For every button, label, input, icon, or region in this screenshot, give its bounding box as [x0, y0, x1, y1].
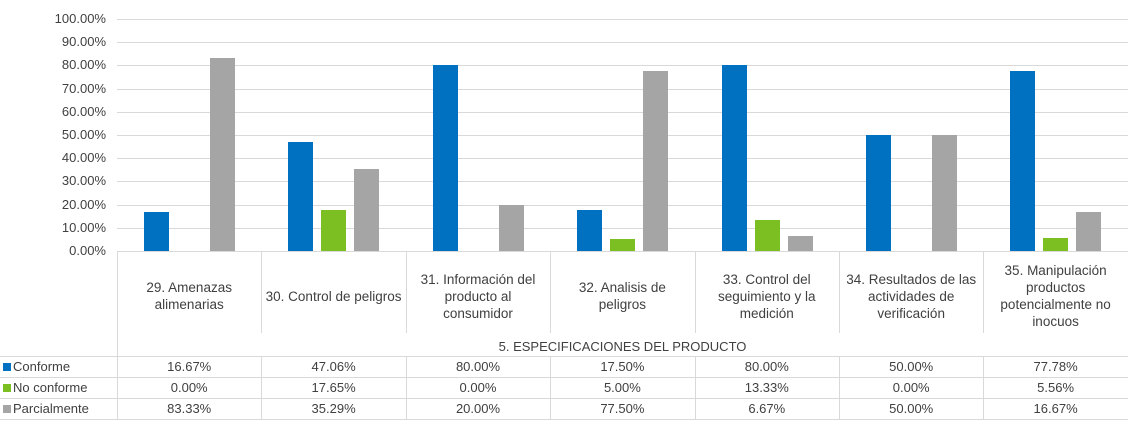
table-value: 35.29%	[311, 401, 356, 416]
y-tick-label: 20.00%	[61, 196, 106, 212]
group-label: 5. ESPECIFICACIONES DEL PRODUCTO	[498, 339, 747, 354]
x-tick-label: 35. Manipulación productos potencialment…	[1000, 263, 1111, 329]
bar	[610, 239, 636, 251]
separator	[261, 356, 262, 419]
legend-label: Conforme	[13, 359, 71, 374]
bar	[1076, 212, 1102, 251]
bar	[754, 220, 780, 251]
table-value: 77.78%	[1033, 359, 1078, 374]
table-value: 0.00%	[892, 380, 930, 395]
grid-line	[117, 65, 1128, 67]
table-value: 83.33%	[167, 401, 212, 416]
table-line	[0, 356, 1128, 357]
separator	[839, 356, 840, 419]
separator	[983, 356, 984, 419]
x-tick-label: 29. Amenazas alimenarias	[146, 280, 232, 312]
bar	[787, 235, 813, 251]
table-value: 50.00%	[889, 359, 934, 374]
bar	[866, 135, 891, 251]
separator	[406, 356, 407, 419]
bar	[577, 210, 603, 251]
table-value: 16.67%	[1033, 401, 1078, 416]
table-value: 0.00%	[459, 380, 497, 395]
x-tick-label: 32. Analisis de peligros	[578, 280, 666, 312]
legend-label: Parcialmente	[13, 401, 89, 416]
x-tick-label: 34. Resultados de las actividades de ver…	[846, 271, 977, 321]
y-tick-label: 90.00%	[61, 34, 106, 50]
y-tick-label: 0.00%	[69, 243, 106, 258]
grid-line	[117, 251, 1128, 252]
separator	[839, 252, 840, 333]
table-value: 77.50%	[600, 401, 645, 416]
bar	[210, 57, 235, 251]
separator	[550, 252, 551, 333]
x-tick-label: 30. Control de peligros	[265, 288, 402, 304]
grid-line	[117, 181, 1128, 183]
table-line	[0, 419, 1128, 420]
y-tick-label: 50.00%	[61, 127, 106, 142]
separator	[117, 252, 118, 419]
bar	[432, 65, 458, 251]
y-tick-label: 80.00%	[61, 57, 106, 73]
legend-swatch	[3, 384, 11, 392]
y-tick-label: 60.00%	[61, 103, 106, 119]
table-value: 5.00%	[603, 380, 641, 395]
bar	[288, 141, 314, 251]
table-value: 20.00%	[455, 401, 501, 416]
bar	[354, 169, 380, 251]
bar	[721, 65, 747, 251]
bar	[144, 212, 169, 251]
table-value: 50.00%	[889, 401, 934, 416]
table-value: 0.00%	[170, 380, 208, 395]
x-tick-label: 33. Control del seguimiento y la medició…	[718, 271, 816, 321]
separator	[695, 252, 696, 333]
legend-label: No conforme	[13, 380, 88, 395]
bar	[932, 135, 957, 251]
grid-line	[117, 19, 1128, 20]
table-value: 80.00%	[455, 359, 501, 374]
y-tick-label: 40.00%	[61, 150, 106, 166]
grid-line	[117, 158, 1128, 160]
legend-swatch	[3, 363, 11, 371]
table-value: 47.06%	[311, 359, 356, 374]
x-tick-label: 31. Información del producto al consumid…	[420, 271, 536, 321]
legend-swatch	[3, 405, 11, 413]
table-value: 80.00%	[744, 359, 789, 374]
grid-line	[117, 88, 1128, 90]
grid-line	[117, 227, 1128, 229]
separator	[695, 356, 696, 419]
separator	[550, 356, 551, 419]
y-tick-label: 10.00%	[61, 219, 106, 235]
bar	[1043, 238, 1069, 251]
table-value: 17.65%	[311, 380, 356, 395]
y-tick-label: 100.00%	[54, 11, 106, 26]
separator	[261, 252, 262, 333]
grid-line	[117, 135, 1128, 136]
table-value: 5.56%	[1037, 380, 1075, 395]
bar	[498, 204, 524, 251]
y-tick-label: 70.00%	[61, 80, 106, 96]
table-value: 6.67%	[748, 401, 786, 416]
bar	[321, 210, 347, 251]
grid-line	[117, 204, 1128, 206]
grid-line	[117, 42, 1128, 44]
separator	[406, 252, 407, 333]
table-line	[0, 377, 1128, 378]
bar	[643, 71, 669, 251]
table-line	[0, 398, 1128, 399]
table-value: 13.33%	[744, 380, 789, 395]
grid-line	[117, 111, 1128, 113]
y-tick-label: 30.00%	[61, 173, 106, 189]
separator	[983, 252, 984, 333]
bar	[1010, 70, 1036, 251]
table-value: 17.50%	[600, 359, 645, 374]
table-value: 16.67%	[167, 359, 212, 374]
